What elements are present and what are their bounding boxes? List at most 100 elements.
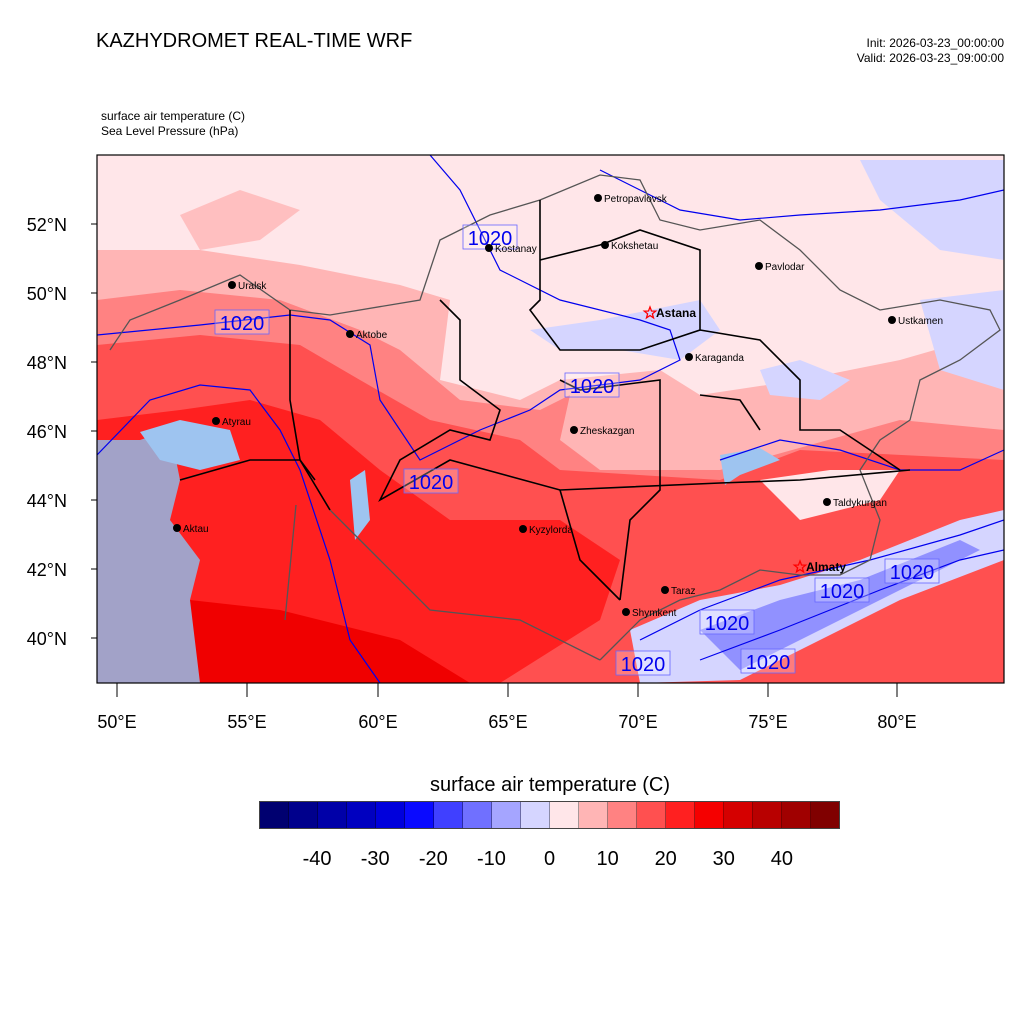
- isobar-label: 1020: [564, 372, 620, 398]
- longitude-ticks: [116, 683, 898, 697]
- colorbar-label: 40: [770, 848, 794, 870]
- city-dot-icon: [622, 608, 630, 616]
- svg-text:1020: 1020: [621, 654, 666, 676]
- colorbar-swatch: [289, 802, 318, 828]
- svg-text:1020: 1020: [746, 652, 791, 674]
- city-shymkent: Shymkent: [622, 608, 677, 619]
- svg-text:1020: 1020: [705, 613, 750, 635]
- lon-label: 75°E: [748, 712, 787, 732]
- city-taldykurgan: Taldykurgan: [823, 498, 887, 509]
- colorbar-label: -20: [418, 848, 448, 870]
- isobar-label: 1020: [214, 309, 270, 335]
- svg-text:1020: 1020: [220, 313, 265, 335]
- city-dot-icon: [570, 426, 578, 434]
- lon-label: 65°E: [488, 712, 527, 732]
- city-label: Uralsk: [238, 281, 267, 292]
- city-label: Kokshetau: [611, 241, 658, 252]
- city-dot-icon: [228, 281, 236, 289]
- city-dot-icon: [601, 241, 609, 249]
- isobar-label: 1020: [740, 648, 796, 674]
- subtitle-pressure: Sea Level Pressure (hPa): [101, 124, 239, 138]
- city-dot-icon: [173, 524, 181, 532]
- isobar-label: 1020: [615, 650, 671, 676]
- city-label: Petropavlovsk: [604, 194, 668, 205]
- lat-label: 50°N: [27, 284, 67, 304]
- city-uralsk: Uralsk: [228, 281, 267, 292]
- colorbar-swatch: [463, 802, 492, 828]
- svg-text:1020: 1020: [820, 581, 865, 603]
- city-almaty: Almaty: [792, 559, 846, 574]
- city-label: Ustkamen: [898, 316, 943, 327]
- city-dot-icon: [594, 194, 602, 202]
- svg-text:1020: 1020: [409, 472, 454, 494]
- city-kyzylorda: Kyzylorda: [519, 525, 573, 536]
- isobar-label: 1020: [814, 577, 870, 603]
- region-borders: [179, 200, 911, 601]
- lat-label: 46°N: [27, 422, 67, 442]
- city-dot-icon: [888, 316, 896, 324]
- colorbar-label: 0: [543, 848, 556, 870]
- city-label: Aktau: [183, 524, 209, 535]
- lon-label: 70°E: [618, 712, 657, 732]
- city-aktobe: Aktobe: [346, 330, 388, 341]
- colorbar-swatch: [637, 802, 666, 828]
- city-zheskazgan: Zheskazgan: [570, 426, 634, 437]
- colorbar-label: 30: [712, 848, 735, 870]
- city-dot-icon: [755, 262, 763, 270]
- lat-label: 42°N: [27, 560, 67, 580]
- city-dot-icon: [685, 353, 693, 361]
- colorbar-swatch: [260, 802, 289, 828]
- capital-star-icon: [792, 559, 808, 574]
- lon-label: 80°E: [877, 712, 916, 732]
- city-pavlodar: Pavlodar: [755, 262, 805, 273]
- svg-text:1020: 1020: [890, 562, 935, 584]
- colorbar-label: -10: [476, 848, 506, 870]
- latitude-ticks: [91, 223, 97, 639]
- isobar-labels: 1020 1020 1020 1020 1020 1020 1020 1020 1020: [214, 224, 940, 676]
- colorbar-swatch: [811, 802, 839, 828]
- country-borders: [109, 174, 1001, 661]
- map-frame: [96, 154, 1005, 684]
- lon-label: 55°E: [227, 712, 266, 732]
- isobars: [97, 155, 1004, 683]
- colorbar-swatch: [521, 802, 550, 828]
- colorbar-swatch: [782, 802, 811, 828]
- city-dot-icon: [212, 417, 220, 425]
- city-karaganda: Karaganda: [685, 353, 744, 364]
- city-label: Kostanay: [495, 244, 537, 255]
- city-kokshetau: Kokshetau: [601, 241, 658, 252]
- city-aktau: Aktau: [173, 524, 209, 535]
- colorbar: [259, 801, 840, 829]
- colorbar-swatch: [724, 802, 753, 828]
- colorbar-swatch: [434, 802, 463, 828]
- longitude-labels: 50°E 55°E 60°E 65°E 70°E 75°E 80°E: [97, 712, 916, 732]
- city-label: Almaty: [806, 560, 846, 574]
- city-label: Atyrau: [222, 417, 251, 428]
- city-dot-icon: [485, 244, 493, 252]
- latitude-labels: 52°N 50°N 48°N 46°N 44°N 42°N 40°N: [27, 215, 67, 649]
- lat-label: 40°N: [27, 629, 67, 649]
- city-dot-icon: [519, 525, 527, 533]
- isobar-label: 1020: [884, 558, 940, 584]
- colorbar-swatch: [492, 802, 521, 828]
- page-title: KAZHYDROMET REAL-TIME WRF: [96, 30, 413, 52]
- city-label: Zheskazgan: [580, 426, 634, 437]
- city-atyrau: Atyrau: [212, 417, 251, 428]
- valid-time: Valid: 2026-03-23_09:00:00: [856, 51, 1004, 65]
- city-label: Astana: [656, 306, 696, 320]
- colorbar-label: 20: [654, 848, 677, 870]
- colorbar-swatch: [318, 802, 347, 828]
- city-petropavlovsk: Petropavlovsk: [594, 194, 668, 205]
- colorbar-label: -30: [360, 848, 390, 870]
- colorbar-swatch: [608, 802, 637, 828]
- colorbar-swatch: [753, 802, 782, 828]
- city-dot-icon: [346, 330, 354, 338]
- isobar-label: 1020: [403, 468, 459, 494]
- colorbar-swatch: [405, 802, 434, 828]
- city-taraz: Taraz: [661, 586, 695, 597]
- lon-label: 60°E: [358, 712, 397, 732]
- svg-text:1020: 1020: [468, 228, 513, 250]
- colorbar-swatch: [347, 802, 376, 828]
- colorbar-label: 10: [596, 848, 619, 870]
